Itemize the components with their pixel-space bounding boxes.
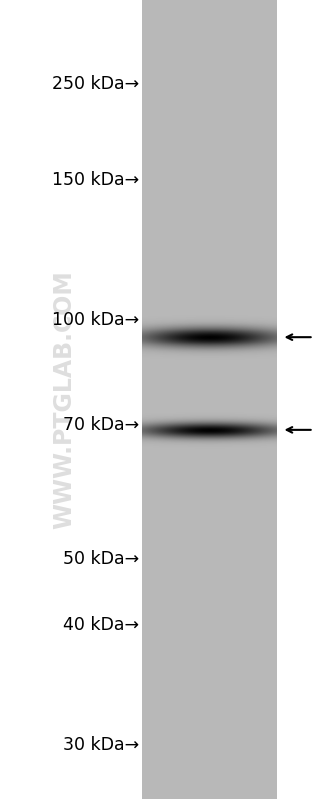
- Text: WWW.PTGLAB.COM: WWW.PTGLAB.COM: [52, 270, 76, 529]
- Text: 70 kDa→: 70 kDa→: [63, 416, 139, 434]
- Text: 250 kDa→: 250 kDa→: [52, 75, 139, 93]
- Text: 30 kDa→: 30 kDa→: [63, 736, 139, 753]
- Text: 150 kDa→: 150 kDa→: [52, 171, 139, 189]
- Text: 50 kDa→: 50 kDa→: [63, 551, 139, 568]
- Text: 40 kDa→: 40 kDa→: [63, 616, 139, 634]
- Bar: [142, 0, 277, 799]
- Text: 100 kDa→: 100 kDa→: [52, 311, 139, 328]
